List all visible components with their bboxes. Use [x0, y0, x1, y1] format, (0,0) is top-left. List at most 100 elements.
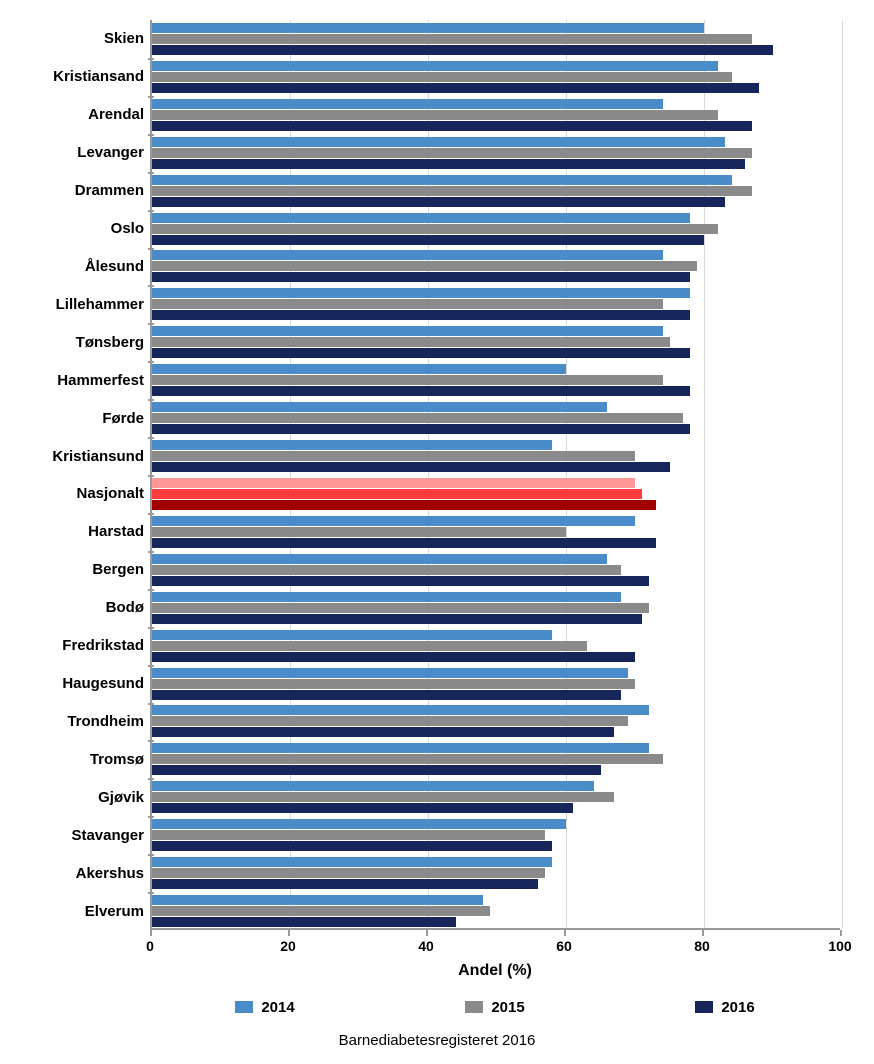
y-tick: [148, 96, 154, 98]
y-tick: [148, 892, 154, 894]
x-axis-title: Andel (%): [150, 962, 840, 980]
category-row: Lillehammer: [0, 285, 150, 323]
category-row: Levanger: [0, 134, 150, 172]
bar: [152, 197, 725, 207]
y-tick: [148, 854, 154, 856]
category-row: Oslo: [0, 210, 150, 248]
category-label: Lillehammer: [56, 296, 144, 313]
bar: [152, 576, 649, 586]
bar: [152, 110, 718, 120]
bar: [152, 310, 690, 320]
bar: [152, 592, 621, 602]
category-label: Ålesund: [85, 258, 144, 275]
bar: [152, 652, 635, 662]
legend-label: 2014: [261, 999, 294, 1016]
bar: [152, 99, 663, 109]
bar: [152, 462, 670, 472]
bar: [152, 235, 704, 245]
bar: [152, 337, 670, 347]
y-tick: [148, 134, 154, 136]
x-tick-label: 60: [556, 938, 572, 954]
bar: [152, 857, 552, 867]
y-tick: [148, 323, 154, 325]
bar: [152, 83, 759, 93]
legend: 201420152016: [150, 992, 840, 1022]
category-label: Tønsberg: [76, 334, 144, 351]
category-row: Bergen: [0, 551, 150, 589]
y-tick: [148, 248, 154, 250]
category-label: Bergen: [92, 561, 144, 578]
bar: [152, 326, 663, 336]
bar: [152, 224, 718, 234]
x-tick: [840, 930, 842, 936]
bar: [152, 754, 663, 764]
bar: [152, 868, 545, 878]
y-tick: [148, 437, 154, 439]
category-label: Levanger: [77, 144, 144, 161]
y-tick: [148, 399, 154, 401]
bar: [152, 743, 649, 753]
bar: [152, 765, 601, 775]
legend-item: 2016: [695, 999, 754, 1016]
y-tick: [148, 740, 154, 742]
bar: [152, 716, 628, 726]
bar: [152, 554, 607, 564]
category-label: Hammerfest: [57, 372, 144, 389]
category-row: Elverum: [0, 892, 150, 930]
bar: [152, 375, 663, 385]
x-axis: 020406080100: [150, 930, 840, 960]
bar: [152, 614, 642, 624]
y-tick: [148, 665, 154, 667]
category-row: Skien: [0, 20, 150, 58]
x-tick-label: 0: [146, 938, 154, 954]
category-row: Kristiansand: [0, 58, 150, 96]
plot-area: [150, 20, 840, 930]
bar: [152, 489, 642, 499]
bar: [152, 23, 704, 33]
category-row: Tønsberg: [0, 323, 150, 361]
chart-container: SkienKristiansandArendalLevangerDrammenO…: [0, 0, 874, 1064]
y-tick: [148, 210, 154, 212]
bar: [152, 413, 683, 423]
category-label: Bodø: [106, 599, 144, 616]
category-label: Kristiansund: [52, 448, 144, 465]
bar: [152, 121, 752, 131]
bar: [152, 879, 538, 889]
bar: [152, 917, 456, 927]
y-tick: [148, 816, 154, 818]
bar: [152, 137, 725, 147]
bar: [152, 478, 635, 488]
y-tick: [148, 172, 154, 174]
x-tick-label: 80: [694, 938, 710, 954]
bar: [152, 565, 621, 575]
bar: [152, 348, 690, 358]
category-label: Gjøvik: [98, 789, 144, 806]
category-label: Trondheim: [67, 713, 144, 730]
category-row: Stavanger: [0, 816, 150, 854]
category-row: Fredrikstad: [0, 627, 150, 665]
y-tick: [148, 361, 154, 363]
bar: [152, 895, 483, 905]
chart-footer: Barnediabetesregisteret 2016: [0, 1032, 874, 1049]
category-label: Elverum: [85, 903, 144, 920]
category-label: Fredrikstad: [62, 637, 144, 654]
bar: [152, 72, 732, 82]
bar: [152, 424, 690, 434]
category-row: Harstad: [0, 513, 150, 551]
bar: [152, 679, 635, 689]
category-row: Ålesund: [0, 248, 150, 286]
bar: [152, 538, 656, 548]
category-label: Oslo: [111, 220, 144, 237]
category-label: Tromsø: [90, 751, 144, 768]
gridline: [842, 20, 843, 928]
bar: [152, 175, 732, 185]
bar: [152, 45, 773, 55]
category-label: Akershus: [76, 865, 144, 882]
bar: [152, 261, 697, 271]
category-label: Haugesund: [62, 675, 144, 692]
x-tick: [564, 930, 566, 936]
bar: [152, 148, 752, 158]
category-row: Trondheim: [0, 703, 150, 741]
bar: [152, 451, 635, 461]
y-tick: [148, 58, 154, 60]
